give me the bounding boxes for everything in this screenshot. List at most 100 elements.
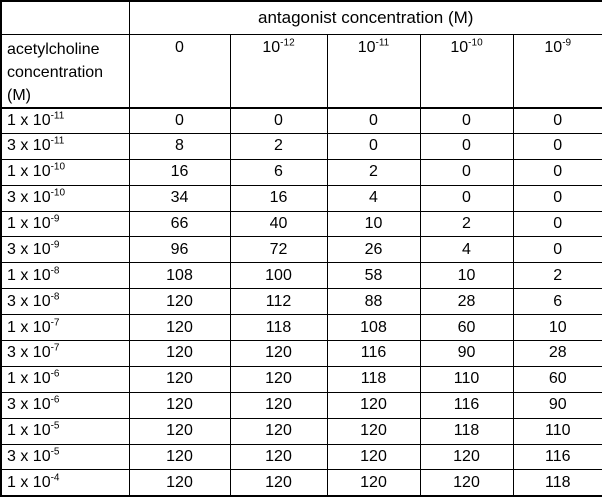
table-cell: 120 bbox=[326, 391, 421, 419]
col-header-base: 10 bbox=[262, 38, 281, 56]
table-cell: 88 bbox=[326, 288, 421, 316]
row-label-base: 3 x 10 bbox=[7, 396, 51, 414]
table-cell: 6 bbox=[229, 158, 328, 186]
row-label-base: 1 x 10 bbox=[7, 473, 51, 491]
table-cell: 0 bbox=[128, 107, 231, 134]
table-cell: 120 bbox=[128, 288, 231, 316]
table-cell: 120 bbox=[229, 340, 328, 367]
row-label: 1 x 10-6 bbox=[0, 365, 130, 393]
table-cell: 108 bbox=[326, 314, 421, 342]
table-cell: 118 bbox=[229, 314, 328, 342]
table-cell: 6 bbox=[512, 288, 602, 316]
table-cell: 120 bbox=[229, 365, 328, 393]
table-cell: 40 bbox=[229, 210, 328, 238]
row-label: 1 x 10-8 bbox=[0, 262, 130, 290]
table-cell: 0 bbox=[512, 210, 602, 238]
row-label: 1 x 10-4 bbox=[0, 469, 130, 497]
table-row: 1 x 10-4 120 120 120 120 118 bbox=[0, 469, 602, 497]
table-cell: 110 bbox=[419, 365, 514, 393]
table-cell: 0 bbox=[419, 132, 514, 160]
row-label: 3 x 10-6 bbox=[0, 391, 130, 419]
table-cell: 28 bbox=[512, 340, 602, 367]
row-label-exponent: -4 bbox=[50, 472, 60, 484]
table-cell: 2 bbox=[419, 210, 514, 238]
col-header-base: 10 bbox=[544, 38, 563, 56]
table-cell: 0 bbox=[419, 158, 514, 186]
row-label-base: 1 x 10 bbox=[7, 318, 51, 336]
row-label: 1 x 10-5 bbox=[0, 417, 130, 445]
table-cell: 120 bbox=[128, 443, 231, 471]
row-label: 1 x 10-9 bbox=[0, 210, 130, 238]
table-row: 1 x 10-6 120 120 118 110 60 bbox=[0, 365, 602, 393]
table-cell: 118 bbox=[419, 417, 514, 445]
row-label-exponent: -11 bbox=[50, 110, 65, 122]
table-row: 3 x 10-6 120 120 120 116 90 bbox=[0, 391, 602, 419]
col-header-base: 0 bbox=[175, 38, 184, 56]
row-label-base: 1 x 10 bbox=[7, 111, 51, 129]
table-cell: 2 bbox=[326, 158, 421, 186]
table-cell: 72 bbox=[229, 236, 328, 264]
table-cell: 10 bbox=[512, 314, 602, 342]
row-label-exponent: -6 bbox=[50, 394, 60, 406]
col-header-exponent: -11 bbox=[375, 37, 390, 49]
row-label: 3 x 10-9 bbox=[0, 236, 130, 264]
table-cell: 120 bbox=[128, 417, 231, 445]
row-label: 3 x 10-10 bbox=[0, 184, 130, 212]
table-cell: 120 bbox=[128, 340, 231, 367]
table-cell: 66 bbox=[128, 210, 231, 238]
table-cell: 16 bbox=[128, 158, 231, 186]
col-header-base: 10 bbox=[450, 38, 469, 56]
table-cell: 8 bbox=[128, 132, 231, 160]
table-cell: 0 bbox=[512, 132, 602, 160]
table-cell: 34 bbox=[128, 184, 231, 212]
col-header-exponent: -12 bbox=[280, 37, 295, 49]
row-label-base: 1 x 10 bbox=[7, 163, 51, 181]
row-label: 3 x 10-7 bbox=[0, 340, 130, 367]
table-cell: 120 bbox=[326, 417, 421, 445]
col-header-2: 10-11 bbox=[326, 33, 421, 109]
row-label-exponent: -8 bbox=[50, 291, 60, 303]
table-row: 3 x 10-5 120 120 120 120 116 bbox=[0, 443, 602, 471]
table-cell: 0 bbox=[229, 107, 328, 134]
table-row: 1 x 10-5 120 120 120 118 110 bbox=[0, 417, 602, 445]
table-cell: 118 bbox=[326, 365, 421, 393]
row-label-base: 3 x 10 bbox=[7, 448, 51, 466]
table-cell: 116 bbox=[512, 443, 602, 471]
table-cell: 100 bbox=[229, 262, 328, 290]
column-header-row: acetylcholine concentration (M) 0 10-12 … bbox=[0, 33, 602, 109]
table-cell: 120 bbox=[229, 469, 328, 497]
row-label-exponent: -9 bbox=[50, 239, 60, 251]
acetylcholine-concentration-header: acetylcholine concentration (M) bbox=[0, 33, 130, 109]
table-cell: 96 bbox=[128, 236, 231, 264]
row-label: 3 x 10-5 bbox=[0, 443, 130, 471]
table-cell: 120 bbox=[326, 443, 421, 471]
table-cell: 108 bbox=[128, 262, 231, 290]
table-cell: 120 bbox=[128, 391, 231, 419]
table-cell: 120 bbox=[229, 417, 328, 445]
table-cell: 0 bbox=[419, 107, 514, 134]
spanning-header-row: antagonist concentration (M) bbox=[0, 0, 602, 35]
row-label-exponent: -10 bbox=[50, 187, 66, 199]
table-cell: 90 bbox=[512, 391, 602, 419]
table-cell: 116 bbox=[419, 391, 514, 419]
col-header-base: 10 bbox=[357, 38, 376, 56]
col-header-exponent: -10 bbox=[468, 37, 483, 49]
row-label-exponent: -5 bbox=[50, 446, 60, 458]
table-cell: 90 bbox=[419, 340, 514, 367]
row-label-exponent: -8 bbox=[50, 265, 60, 277]
table-cell: 2 bbox=[512, 262, 602, 290]
row-label: 1 x 10-10 bbox=[0, 158, 130, 186]
table-row: 1 x 10-9 66 40 10 2 0 bbox=[0, 210, 602, 238]
table-cell: 10 bbox=[326, 210, 421, 238]
table-cell: 60 bbox=[512, 365, 602, 393]
table-cell: 10 bbox=[419, 262, 514, 290]
col-header-exponent: -9 bbox=[562, 37, 572, 49]
table-cell: 26 bbox=[326, 236, 421, 264]
table-cell: 28 bbox=[419, 288, 514, 316]
table-row: 1 x 10-8 108 100 58 10 2 bbox=[0, 262, 602, 290]
row-label-base: 3 x 10 bbox=[7, 189, 51, 207]
col-header-0: 0 bbox=[128, 33, 231, 109]
row-label-exponent: -5 bbox=[50, 420, 60, 432]
table-row: 1 x 10-10 16 6 2 0 0 bbox=[0, 158, 602, 186]
